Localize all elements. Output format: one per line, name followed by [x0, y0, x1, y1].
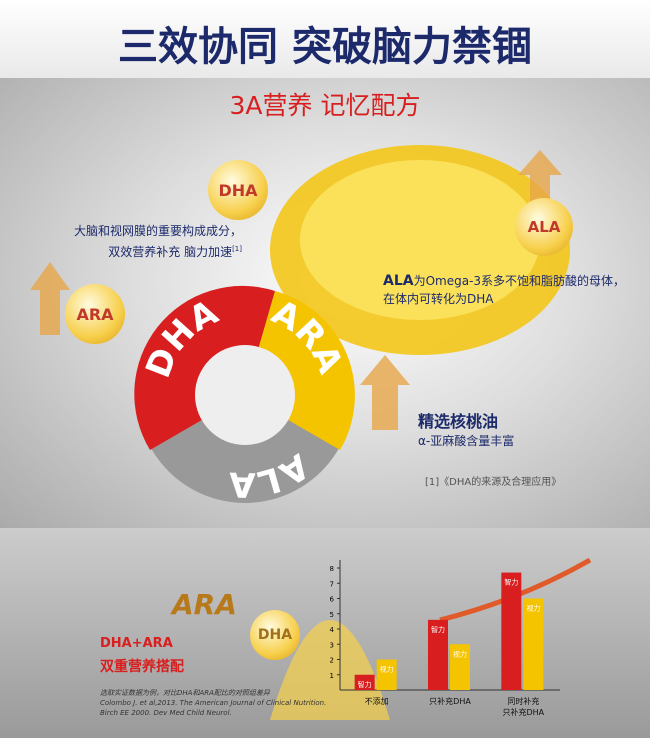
bar-series-label: 智力: [431, 625, 445, 634]
y-tick-label: 1: [330, 672, 334, 680]
title: 三效协同 突破脑力禁锢: [118, 24, 532, 70]
arrow: [518, 150, 562, 210]
dha-small: DHA: [250, 610, 300, 660]
x-tick-label: 不添加: [364, 697, 389, 706]
ara-bubble: ARA: [65, 284, 125, 344]
ala-bubble: ALA: [515, 198, 573, 256]
combo: DHA+ARA: [100, 636, 173, 651]
y-tick-label: 7: [330, 580, 334, 588]
y-tick-label: 8: [330, 565, 334, 573]
x-tick-label: 只补充DHA: [429, 697, 471, 706]
combo-sub: 双重营养搭配: [100, 659, 184, 675]
y-tick-label: 3: [330, 641, 334, 649]
y-tick-label: 4: [330, 626, 335, 634]
walnut-sub: α-亚麻酸含量丰富: [418, 434, 515, 448]
bar-series-label: 视力: [380, 665, 394, 674]
bar: [501, 572, 522, 690]
bar: [428, 619, 448, 690]
subtitle: 3A营养 记忆配方: [229, 91, 421, 120]
bar: [450, 644, 470, 690]
dha-bubble: DHA: [208, 160, 268, 220]
bar: [376, 659, 397, 690]
bar-series-label: 智力: [358, 680, 372, 689]
drop: [270, 620, 390, 720]
dha-note: 大脑和视网膜的重要构成成分， 双效营养补充 脑力加速[1]: [73, 224, 242, 259]
walnut-title: 精选核桃油: [418, 412, 499, 431]
ara-big: ARA: [172, 588, 237, 621]
bar-series-label: 视力: [526, 604, 540, 613]
y-tick-label: 5: [330, 611, 334, 619]
arrow: [30, 262, 70, 335]
bar: [523, 598, 544, 690]
ring-hole: [195, 345, 295, 445]
reference: 选取实证数据为例，对比DHA和ARA配比的对照组差异 Colombo J. et…: [100, 689, 327, 717]
bar-series-label: 智力: [504, 578, 518, 587]
footnote: [1]《DHA的来源及合理应用》: [425, 477, 562, 488]
y-tick-label: 6: [330, 596, 335, 604]
y-tick-label: 2: [330, 657, 334, 665]
x-tick-label: 同时补充 只补充DHA: [502, 697, 545, 717]
bar: [354, 674, 375, 690]
bar-series-label: 视力: [453, 649, 467, 658]
brain-highlight: [300, 160, 540, 320]
header-band: [0, 0, 650, 78]
ala-note: ALA为Omega-3系多不饱和脂肪酸的母体， 在体内可转化为DHA: [383, 273, 626, 306]
arrow: [360, 355, 410, 430]
